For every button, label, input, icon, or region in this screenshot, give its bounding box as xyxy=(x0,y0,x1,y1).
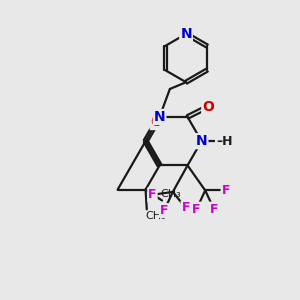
Text: F: F xyxy=(210,202,218,216)
Text: F: F xyxy=(182,202,190,214)
Text: –H: –H xyxy=(216,135,232,148)
Text: N: N xyxy=(196,134,207,148)
Text: O: O xyxy=(151,115,163,129)
Text: O: O xyxy=(202,100,214,114)
Text: CH₃: CH₃ xyxy=(145,211,166,221)
Text: F: F xyxy=(160,204,168,217)
Text: N: N xyxy=(180,27,192,41)
Text: CH₃: CH₃ xyxy=(160,189,181,199)
Text: N: N xyxy=(154,110,165,124)
Text: F: F xyxy=(192,202,201,216)
Text: F: F xyxy=(148,188,157,201)
Text: F: F xyxy=(222,184,230,197)
